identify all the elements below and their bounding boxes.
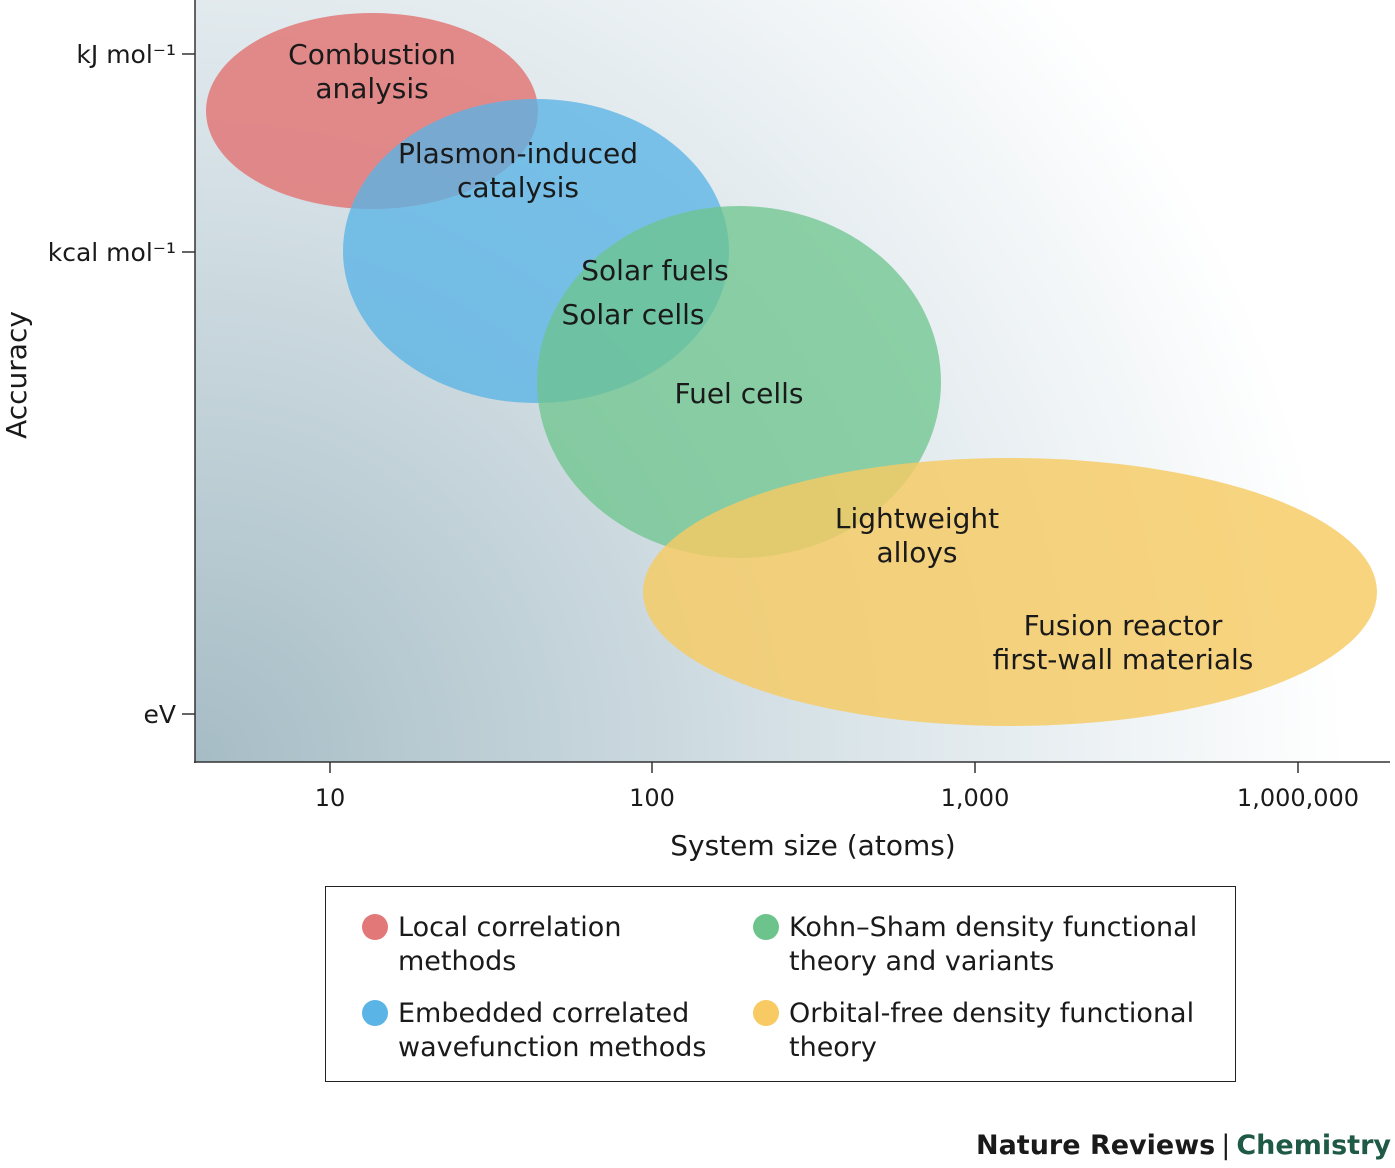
credit-separator: | bbox=[1221, 1130, 1231, 1161]
y-tick-label: kcal mol⁻¹ bbox=[48, 238, 176, 267]
legend: Local correlation methods Kohn–Sham dens… bbox=[325, 886, 1236, 1082]
legend-label: wavefunction methods bbox=[398, 1032, 707, 1063]
legend-swatch-kohn-sham bbox=[753, 914, 779, 940]
axes bbox=[194, 0, 1390, 763]
region-ellipse bbox=[537, 206, 941, 558]
annotation-label: alloys bbox=[876, 536, 957, 569]
y-axis-label: Accuracy bbox=[0, 311, 33, 439]
legend-label: Embedded correlated bbox=[398, 998, 690, 1029]
x-tick-label: 100 bbox=[629, 784, 675, 812]
annotation-label: Solar fuels bbox=[581, 254, 728, 287]
legend-swatch-embedded-correlated bbox=[362, 1000, 388, 1026]
legend-swatch-orbital-free bbox=[753, 1000, 779, 1026]
regions bbox=[206, 13, 1377, 726]
annotation-label: Lightweight bbox=[835, 502, 999, 535]
legend-item-kohn-sham: Kohn–Sham density functional theory and … bbox=[753, 911, 1209, 979]
annotation-label: Solar cells bbox=[561, 298, 704, 331]
legend-label: Local correlation bbox=[398, 912, 622, 943]
annotation-label: Fusion reactor bbox=[1024, 609, 1223, 642]
legend-item-orbital-free: Orbital-free density functional theory bbox=[753, 997, 1209, 1065]
region-ellipse bbox=[643, 458, 1377, 726]
x-tick-label: 10 bbox=[315, 784, 346, 812]
x-ticks: 10 100 1,000 1,000,000 bbox=[315, 762, 1359, 812]
x-axis-label: System size (atoms) bbox=[670, 829, 955, 862]
y-ticks: kJ mol⁻¹ kcal mol⁻¹ eV bbox=[48, 40, 195, 729]
annotation-label: Combustion bbox=[288, 38, 456, 71]
legend-item-embedded-correlated: Embedded correlated wavefunction methods bbox=[362, 997, 818, 1065]
y-tick-label: eV bbox=[144, 700, 176, 729]
legend-label: methods bbox=[398, 946, 517, 977]
x-tick-label: 1,000,000 bbox=[1237, 784, 1359, 812]
journal-name: Chemistry bbox=[1236, 1130, 1391, 1161]
annotation-label: first-wall materials bbox=[993, 643, 1254, 676]
legend-swatch-local-correlation bbox=[362, 914, 388, 940]
annotation-label: catalysis bbox=[457, 171, 579, 204]
journal-credit: Nature Reviews | Chemistry bbox=[976, 1130, 1391, 1161]
annotation-label: Fuel cells bbox=[675, 377, 804, 410]
legend-label: Kohn–Sham density functional bbox=[789, 912, 1198, 943]
annotation-label: Plasmon-induced bbox=[398, 137, 638, 170]
annotation-label: analysis bbox=[315, 72, 428, 105]
legend-label: theory and variants bbox=[789, 946, 1055, 977]
publisher-name: Nature Reviews bbox=[975, 1130, 1216, 1161]
y-tick-label: kJ mol⁻¹ bbox=[76, 40, 176, 69]
legend-label: theory bbox=[789, 1032, 877, 1063]
legend-item-local-correlation: Local correlation methods bbox=[362, 911, 818, 979]
legend-label: Orbital-free density functional bbox=[789, 998, 1195, 1029]
x-tick-label: 1,000 bbox=[941, 784, 1010, 812]
